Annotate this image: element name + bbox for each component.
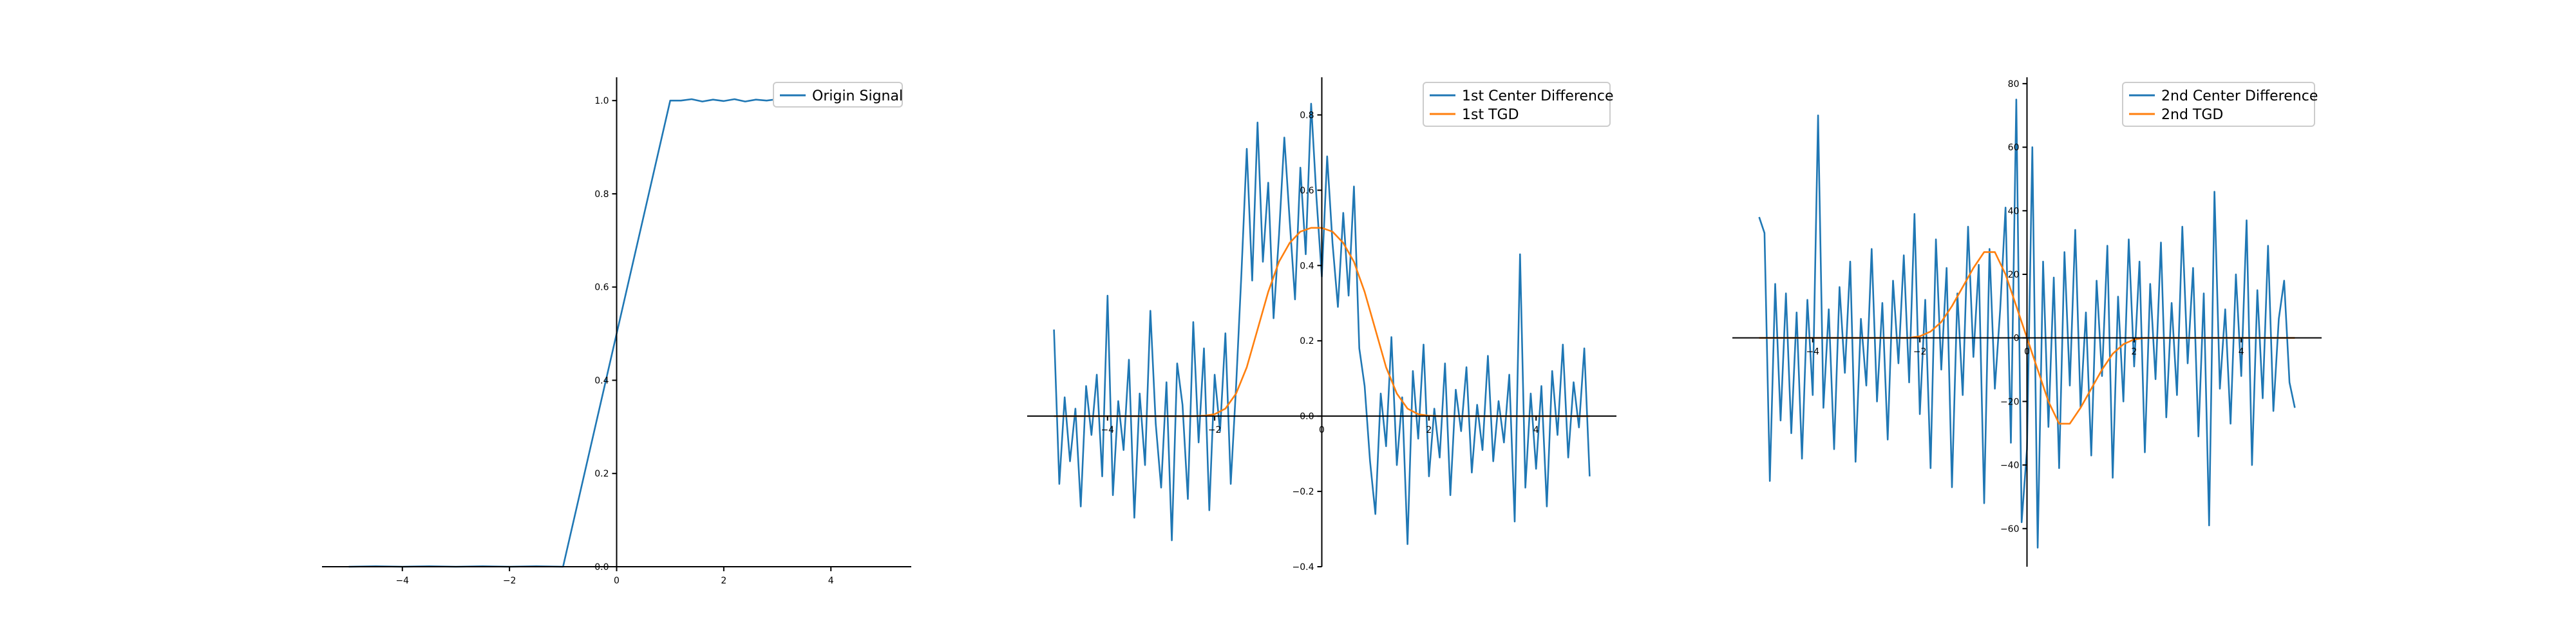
x-ticks: −4 −2 0 2 4 — [1806, 337, 2244, 357]
y-tick-label: −40 — [2000, 460, 2020, 471]
legend-label: 1st Center Difference — [1462, 88, 1614, 104]
y-tick-label: 0.4 — [594, 375, 609, 386]
legend: 2nd Center Difference 2nd TGD — [2122, 82, 2318, 127]
x-tick-label: 2 — [1426, 425, 1432, 435]
y-ticks: −60 −40 −20 0 20 40 60 80 — [2000, 79, 2027, 535]
y-tick-label: −0.4 — [1293, 562, 1314, 573]
legend-label: Origin Signal — [812, 88, 903, 104]
y-ticks: 0.0 0.2 0.4 0.6 0.8 1.0 — [594, 96, 617, 573]
y-tick-label: −0.2 — [1293, 487, 1314, 497]
x-tick-label: 4 — [828, 576, 834, 586]
legend-box — [2122, 82, 2315, 127]
y-tick-label: −20 — [2000, 397, 2020, 407]
y-tick-label: 60 — [2008, 143, 2020, 153]
legend: 1st Center Difference 1st TGD — [1423, 82, 1614, 127]
legend: Origin Signal — [773, 82, 903, 108]
legend-label: 1st TGD — [1462, 107, 1519, 123]
y-tick-label: 0.2 — [1300, 336, 1314, 346]
y-tick-label: 0.2 — [594, 469, 609, 479]
x-tick-label: −2 — [503, 576, 516, 586]
legend-label: 2nd Center Difference — [2161, 88, 2318, 104]
y-tick-label: 0.0 — [1300, 412, 1314, 422]
x-tick-label: −2 — [1913, 347, 1927, 357]
x-ticks: −4 −2 0 2 4 — [1101, 416, 1539, 435]
y-ticks: −0.4 −0.2 0.0 0.2 0.4 0.6 0.8 — [1293, 110, 1322, 573]
legend-box — [1423, 82, 1611, 127]
x-tick-label: −2 — [1208, 425, 1222, 435]
x-tick-label: −4 — [1101, 425, 1114, 435]
x-tick-label: 0 — [2024, 347, 2030, 357]
x-tick-label: 4 — [2239, 347, 2244, 357]
x-tick-label: −4 — [395, 576, 409, 586]
x-tick-label: 2 — [2131, 347, 2137, 357]
y-tick-label: 0.4 — [1300, 261, 1314, 271]
x-tick-label: −4 — [1806, 347, 1819, 357]
y-tick-label: 0.8 — [594, 189, 609, 200]
y-tick-label: 1.0 — [594, 96, 609, 106]
y-tick-label: 0.6 — [1300, 185, 1314, 196]
y-tick-label: 20 — [2008, 270, 2020, 280]
y-tick-label: 0.6 — [594, 283, 609, 293]
y-tick-label: 80 — [2008, 79, 2020, 90]
y-tick-label: 0 — [2014, 334, 2020, 344]
y-tick-label: 0.8 — [1300, 110, 1314, 120]
chart-origin-signal: −4 −2 0 2 4 0.0 0.2 0.4 0.6 0.8 1.0 Origin Signal — [322, 77, 911, 586]
x-tick-label: 2 — [721, 576, 726, 586]
chart-first-derivative: −4 −2 0 2 4 −0.4 −0.2 0.0 0.2 0.4 0.6 0.8 1st Cent… — [1027, 77, 1616, 573]
x-tick-label: 0 — [614, 576, 620, 586]
x-tick-label: 4 — [1533, 425, 1539, 435]
x-ticks: −4 −2 0 2 4 — [395, 567, 834, 586]
y-tick-label: −60 — [2000, 524, 2020, 535]
y-tick-label: 0.0 — [594, 562, 609, 573]
legend-label: 2nd TGD — [2161, 107, 2223, 123]
x-tick-label: 0 — [1319, 425, 1325, 435]
y-tick-label: 40 — [2008, 206, 2020, 216]
legend-box — [773, 82, 903, 108]
